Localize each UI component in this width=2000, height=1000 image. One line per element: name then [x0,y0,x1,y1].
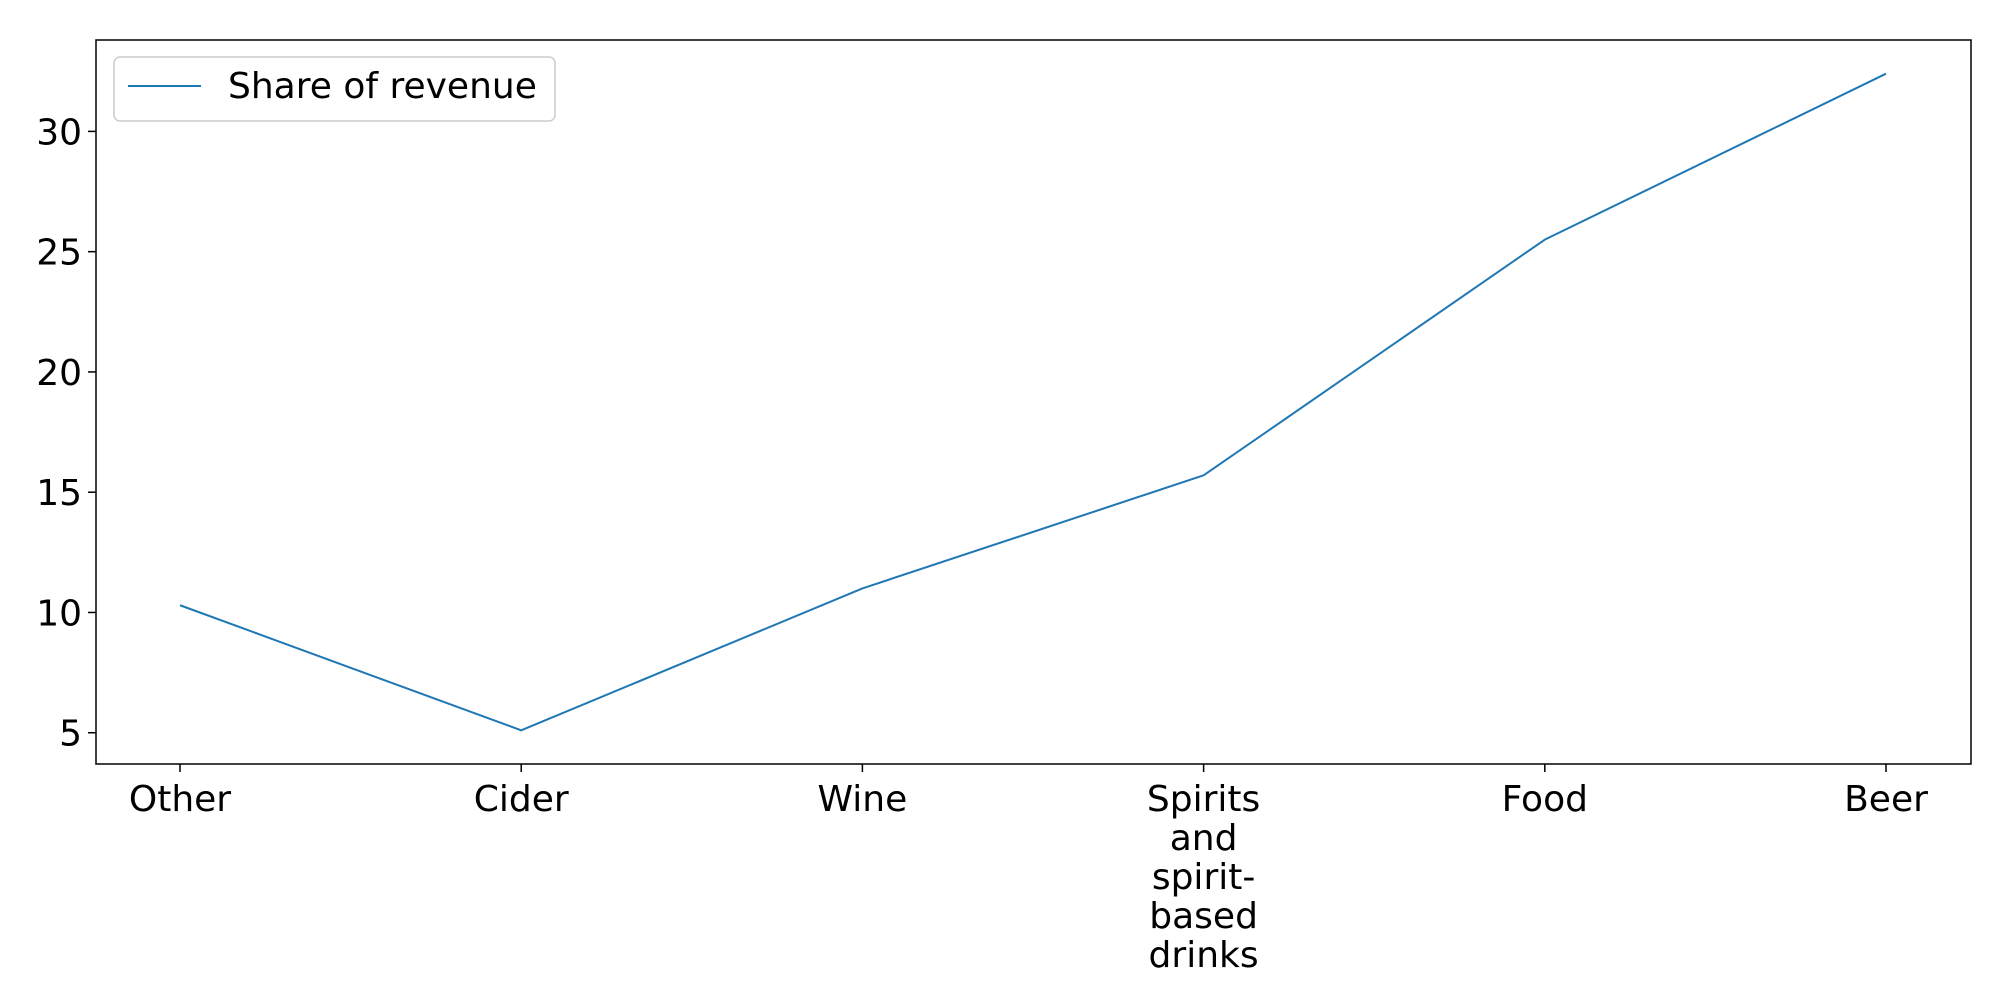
y-tick-label: 30 [36,112,82,153]
x-tick-label: Food [1502,779,1588,820]
x-tick-label: Cider [474,779,569,820]
y-tick-label: 5 [59,714,82,755]
y-tick-label: 25 [36,233,82,274]
series-line [179,72,1887,732]
series-layer [179,72,1887,732]
plot-area [95,39,1972,765]
legend: Share of revenue [113,56,556,122]
x-tick-label: Wine [818,779,908,820]
y-tick-label: 20 [36,353,82,394]
x-axis: Other Cider Wine Spirits and spirit-based drin… [129,764,1928,976]
legend-box [113,56,556,122]
x-tick-label: Beer [1844,779,1928,820]
y-tick-label: 10 [36,593,82,634]
y-tick-label: 15 [36,473,82,514]
y-axis: 5 10 15 20 25 30 [36,112,96,755]
x-tick-label: Other [129,779,231,820]
legend-label: Share of revenue [228,66,537,107]
x-tick-label: Spirits and spirit-based drinks [1147,779,1260,976]
